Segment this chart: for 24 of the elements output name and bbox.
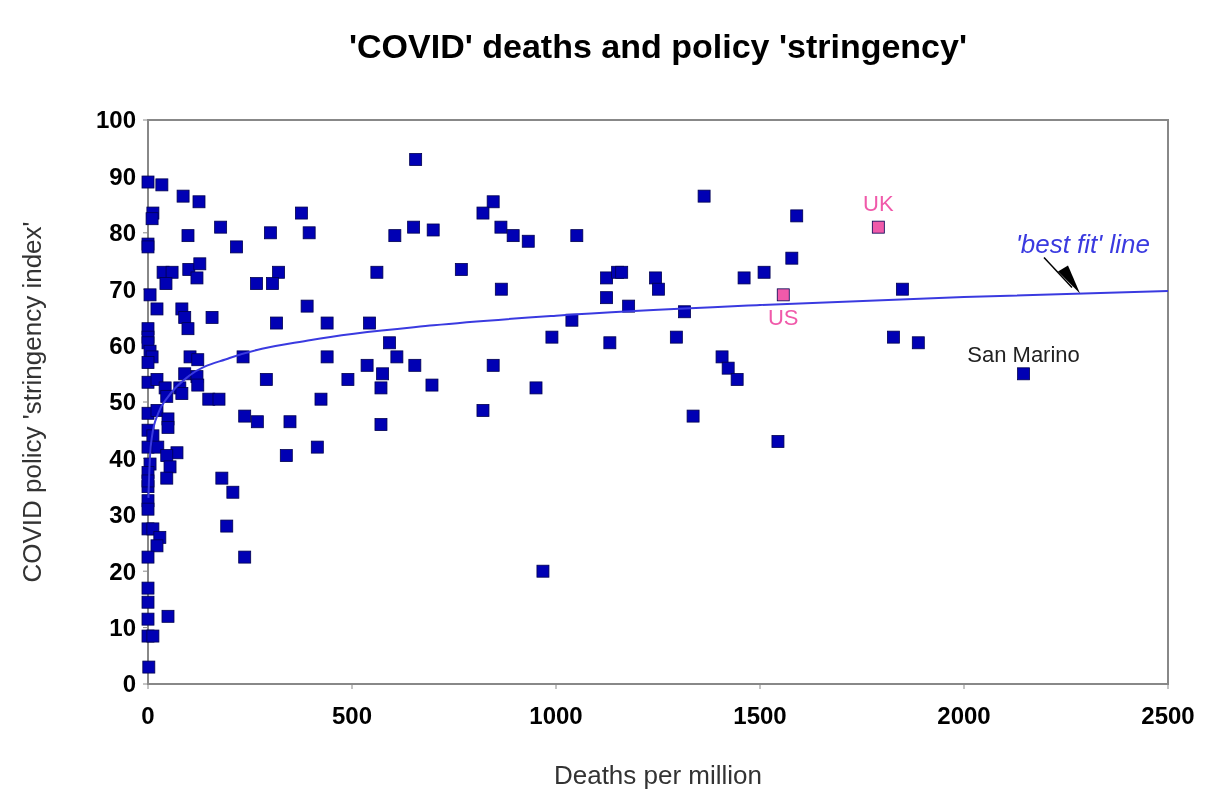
y-tick-label: 90 [109, 162, 136, 190]
y-tick-label: 80 [109, 219, 136, 247]
x-tick-label: 1000 [529, 702, 583, 729]
y-tick-label: 20 [109, 557, 136, 585]
series-label: 'best fit' line [1015, 228, 1150, 259]
y-tick-label: 60 [109, 332, 136, 359]
x-tick-label: 2000 [937, 702, 991, 729]
chart-title: 'COVID' deaths and policy 'stringency' [348, 27, 968, 65]
annotation: San Marino [967, 341, 1080, 367]
y-tick-label: 40 [109, 444, 136, 472]
y-tick-label: 100 [95, 106, 136, 134]
x-tick-label: 2500 [1141, 702, 1195, 729]
y-tick-label: 10 [109, 614, 136, 641]
series-label: US [767, 304, 799, 330]
x-axis-title: Deaths per million [553, 760, 763, 790]
series-label: UK [863, 191, 894, 217]
x-tick-label: 0 [141, 702, 155, 729]
y-tick-label: 30 [109, 501, 136, 529]
y-tick-label: 0 [122, 670, 136, 698]
y-tick-label: 50 [109, 388, 136, 416]
y-axis-title: COVID policy 'stringency index' [17, 221, 48, 583]
x-tick-label: 500 [331, 702, 373, 729]
x-tick-label: 1500 [733, 702, 787, 729]
y-tick-label: 70 [109, 275, 136, 303]
